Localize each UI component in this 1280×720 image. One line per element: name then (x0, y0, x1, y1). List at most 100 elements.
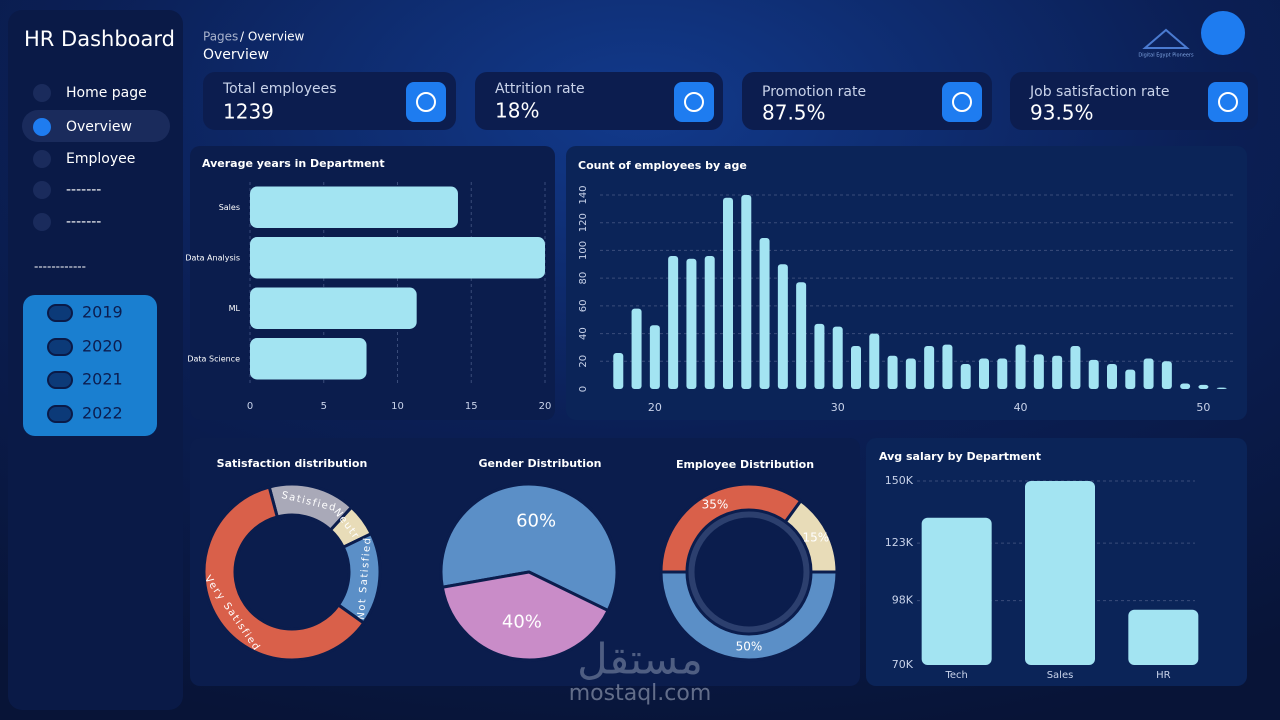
nav-item: Home page (66, 85, 147, 101)
bar (1143, 358, 1154, 389)
chart-title: Satisfaction distribution (217, 457, 368, 470)
bar (832, 326, 843, 389)
icon-glyph (416, 92, 436, 112)
inner-ring (687, 510, 811, 634)
watermark: مستقل (577, 635, 703, 684)
bar (1033, 354, 1044, 389)
nav-item: Overview (66, 119, 132, 135)
bar (869, 333, 880, 389)
slice (659, 570, 839, 662)
bar (960, 364, 971, 389)
bar (1128, 609, 1199, 665)
nav-icon (33, 118, 51, 136)
icon-glyph (1218, 92, 1238, 112)
bar (905, 358, 916, 389)
slice (202, 485, 366, 662)
data-label: 50% (736, 640, 763, 654)
year-option: 2019 (82, 303, 123, 322)
sidebar-title: HR Dashboard (24, 27, 175, 51)
kpi-label: Job satisfaction rate (1029, 84, 1170, 100)
bar (1025, 481, 1095, 665)
bar (777, 264, 788, 389)
bar (1015, 344, 1026, 389)
y-tick-label: 70K (892, 658, 914, 671)
logo (1142, 28, 1190, 49)
bar (759, 237, 770, 389)
x-tick-label: 50 (1196, 401, 1210, 414)
nav-icon (33, 213, 51, 231)
avatar (1201, 11, 1245, 55)
x-tick-label: 0 (247, 401, 253, 412)
y-tick-label: 20 (578, 355, 589, 368)
year-toggle (47, 371, 73, 389)
year-option: 2022 (82, 404, 123, 423)
divider: ------------ (34, 260, 86, 274)
kpi-value: 87.5% (762, 101, 826, 125)
kpi-value: 1239 (223, 100, 274, 124)
bar (942, 344, 953, 389)
year-option: 2021 (82, 370, 123, 389)
slice (440, 570, 611, 662)
bar (704, 255, 715, 389)
bar (997, 358, 1008, 389)
bar (613, 352, 624, 389)
bar (924, 346, 935, 389)
chart-title: Average years in Department (202, 157, 385, 170)
nav-icon (33, 150, 51, 168)
kpi-icon (1208, 82, 1248, 122)
kpi-card (203, 72, 456, 130)
bar (250, 287, 417, 329)
logo-text: Digital Egypt Pioneers (1138, 53, 1194, 59)
x-tick-label: 20 (648, 401, 662, 414)
kpi-label: Promotion rate (762, 84, 866, 100)
nav-icon (33, 84, 51, 102)
bar (851, 346, 861, 389)
x-tick-label: Sales (1047, 670, 1074, 681)
bar (1161, 361, 1172, 389)
bar (250, 338, 367, 380)
chart-title: Count of employees by age (578, 159, 747, 172)
kpi-label: Total employees (222, 81, 337, 97)
kpi-card (742, 72, 992, 130)
bar (649, 325, 660, 389)
bar (631, 308, 642, 389)
y-tick-label: Data Analysis (185, 253, 240, 262)
data-label: 40% (502, 612, 542, 633)
bar (814, 323, 825, 389)
nav-item: ------- (66, 214, 101, 230)
watermark: mostaql.com (569, 681, 712, 706)
x-tick-label: 5 (321, 401, 327, 412)
icon-glyph (684, 92, 704, 112)
x-tick-label: 10 (391, 401, 404, 412)
y-tick-label: 80 (578, 272, 589, 285)
nav-item: ------- (66, 182, 101, 198)
y-tick-label: 98K (892, 594, 914, 607)
data-label: 60% (516, 510, 556, 531)
bar (250, 186, 458, 228)
kpi-label: Attrition rate (495, 81, 585, 97)
y-tick-label: 140 (578, 185, 589, 204)
x-tick-label: 15 (465, 401, 478, 412)
nav-icon (33, 181, 51, 199)
y-tick-label: 0 (578, 386, 589, 392)
y-tick-label: 40 (578, 327, 589, 340)
y-tick-label: ML (229, 304, 241, 313)
y-tick-label: Sales (219, 203, 240, 212)
x-tick-label: 20 (539, 401, 552, 412)
bar (741, 195, 752, 389)
y-tick-label: 150K (885, 474, 914, 487)
year-toggle (47, 304, 73, 322)
year-slicer (23, 295, 157, 436)
bar (686, 258, 697, 389)
y-tick-label: 60 (578, 299, 589, 312)
y-tick-label: 123K (885, 536, 914, 549)
chart-title: Gender Distribution (479, 457, 602, 470)
kpi-card (1010, 72, 1258, 130)
x-tick-label: Tech (944, 670, 967, 681)
y-tick-label: 100 (578, 241, 589, 260)
nav-item: Employee (66, 151, 135, 167)
bar (1180, 383, 1191, 389)
bar (1216, 387, 1227, 389)
data-label: 15% (802, 530, 829, 544)
